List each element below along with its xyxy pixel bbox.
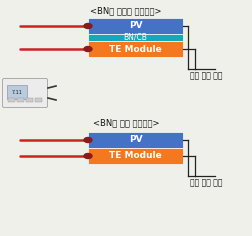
Text: PV: PV [128,135,142,144]
Text: BN/CB: BN/CB [123,33,147,42]
Text: 생성 전압 측정: 생성 전압 측정 [189,178,222,187]
Text: <BN증 포함한 융합소자>: <BN증 포함한 융합소자> [90,6,161,15]
Text: <BN증 없는 융합소자>: <BN증 없는 융합소자> [92,118,159,127]
Bar [7,85,27,99]
Text: TE Module: TE Module [109,152,161,160]
Text: TE Module: TE Module [109,45,161,54]
Bar [88,18,182,34]
Bar [35,98,42,102]
Bar [88,34,182,41]
Text: PV: PV [128,21,142,30]
Bar [26,98,33,102]
Ellipse shape [84,153,92,159]
Ellipse shape [84,46,92,51]
Bar [88,148,182,164]
Ellipse shape [84,138,92,143]
Ellipse shape [84,24,92,29]
Bar [88,41,182,57]
Text: 생성 전압 측정: 생성 전압 측정 [189,71,222,80]
FancyBboxPatch shape [3,79,47,108]
Bar [8,98,15,102]
Text: 7.11: 7.11 [12,89,22,94]
Bar [17,98,24,102]
Bar [88,132,182,148]
